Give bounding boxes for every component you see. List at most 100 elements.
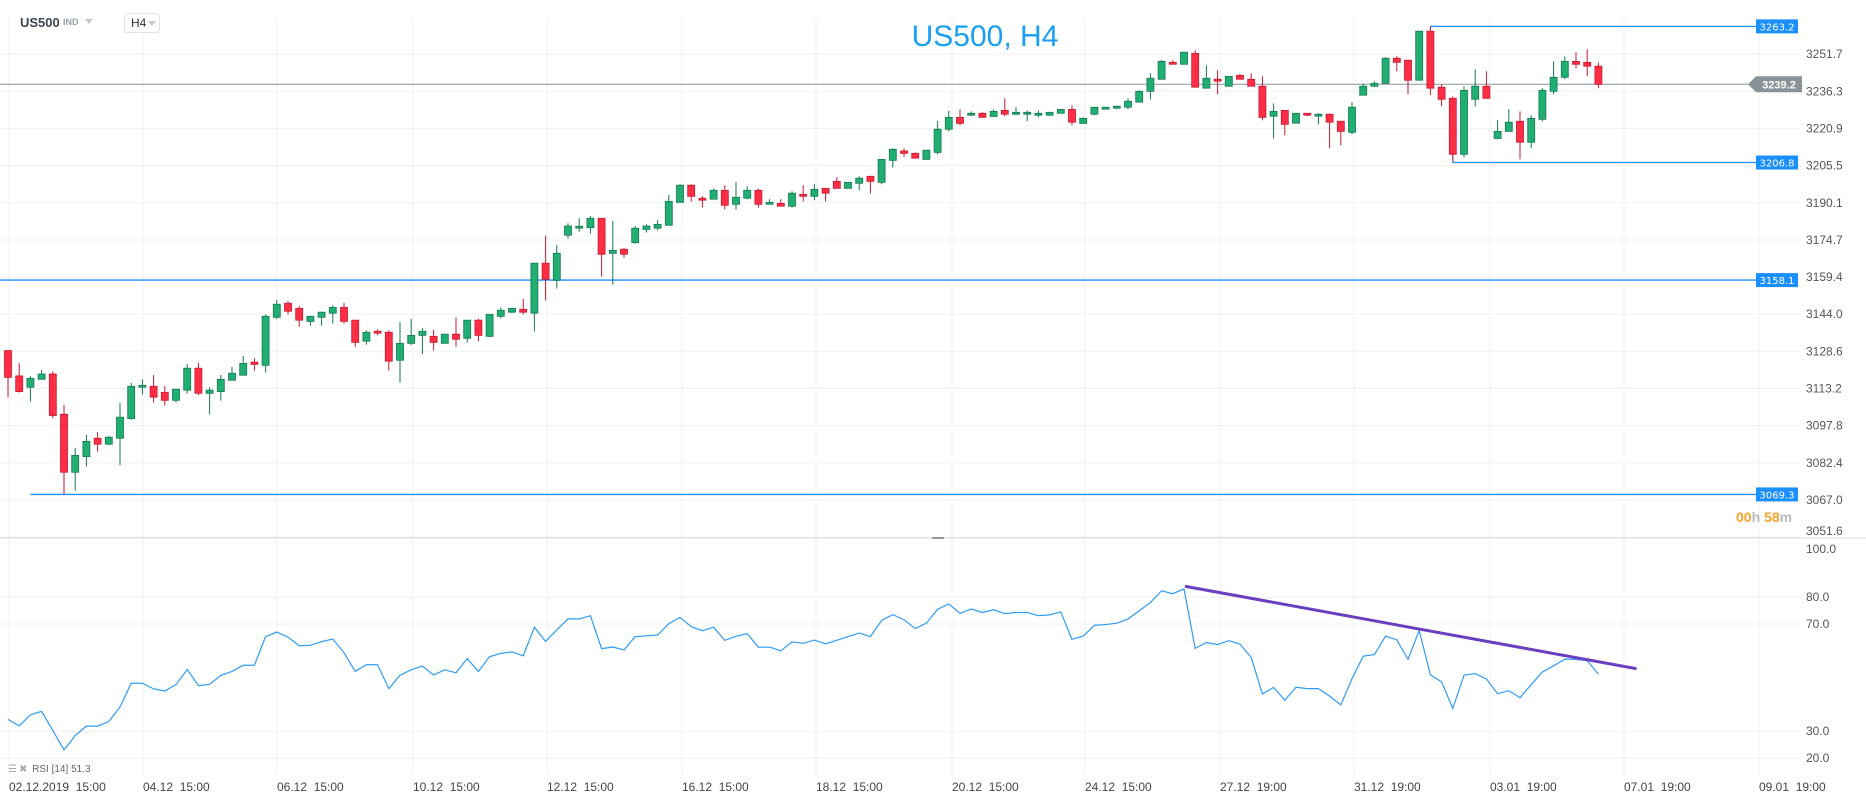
time-tick-label: 18.12 15:00 xyxy=(816,780,883,794)
candle xyxy=(743,186,752,200)
candle-body xyxy=(1493,130,1502,139)
candle-body xyxy=(1404,59,1412,81)
candle-body xyxy=(1572,60,1580,65)
candle xyxy=(1370,81,1379,88)
candle-body xyxy=(1224,75,1233,87)
time-tick-label: 06.12 15:00 xyxy=(277,780,344,794)
candle-body xyxy=(37,373,46,380)
candle-body xyxy=(1594,65,1603,85)
candle xyxy=(978,112,987,118)
candle-body xyxy=(1426,30,1435,89)
candle-body xyxy=(261,315,270,366)
level-price-label: 3263.2 xyxy=(1760,22,1795,33)
candle-body xyxy=(1012,111,1020,115)
candle xyxy=(15,363,24,393)
candle-body xyxy=(396,342,404,361)
symbol-label[interactable]: US500 xyxy=(20,15,60,30)
candle-body xyxy=(989,110,998,117)
candle xyxy=(1359,83,1368,96)
candle-body xyxy=(272,303,281,318)
candle-body xyxy=(1460,89,1468,155)
candle-body xyxy=(1504,121,1513,132)
candle-body xyxy=(676,184,684,203)
candle xyxy=(1549,61,1558,95)
candle-body xyxy=(26,377,35,388)
candle xyxy=(194,362,203,396)
candle xyxy=(239,355,248,376)
time-tick-label: 24.12 15:00 xyxy=(1085,780,1152,794)
candle xyxy=(104,436,113,445)
candle-body xyxy=(1269,110,1278,117)
candle xyxy=(1079,117,1088,124)
candle-body xyxy=(832,180,841,189)
rsi-tick-label: 20.0 xyxy=(1806,751,1830,765)
candle-body xyxy=(71,454,80,473)
candle-body xyxy=(810,188,819,197)
candle-body xyxy=(250,361,259,365)
candle xyxy=(765,199,774,205)
candle xyxy=(698,196,707,208)
candle xyxy=(1012,107,1020,116)
candle-body xyxy=(1247,78,1256,87)
candle-body xyxy=(1280,109,1289,125)
candle-body xyxy=(743,189,752,199)
level-price-tag xyxy=(1756,487,1798,502)
candle-body xyxy=(1135,90,1144,103)
candle xyxy=(631,226,640,244)
price-tick-label: 3236.3 xyxy=(1806,84,1843,98)
candle-body xyxy=(944,116,953,130)
candle xyxy=(1560,56,1569,80)
candle-body xyxy=(93,437,102,445)
price-tick-label: 3205.5 xyxy=(1806,159,1843,173)
level-price-label: 3069.3 xyxy=(1760,490,1795,501)
time-tick-label: 03.01 19:00 xyxy=(1490,780,1557,794)
candle xyxy=(956,109,964,126)
rsi-panel xyxy=(7,584,1637,752)
candle-body xyxy=(216,378,225,393)
timeframe-dropdown[interactable]: H4 xyxy=(124,13,160,33)
candle-body xyxy=(485,313,494,337)
candle-body xyxy=(1303,112,1312,116)
candle xyxy=(776,199,785,207)
symbol-dropdown-icon[interactable] xyxy=(85,19,93,24)
horizontal-levels[interactable]: 3263.2 3206.8 3158.1 3069.3 xyxy=(0,19,1798,502)
candle-body xyxy=(877,158,886,183)
candle-body xyxy=(1381,57,1390,84)
candle-body xyxy=(586,217,595,229)
candle xyxy=(1392,56,1401,72)
candle-body xyxy=(1023,111,1032,115)
candle xyxy=(1124,98,1132,110)
rsi-tick-label: 30.0 xyxy=(1806,724,1830,738)
candle-body xyxy=(698,197,707,201)
settings-icon[interactable]: ☰ xyxy=(8,764,17,775)
candle-body xyxy=(967,112,976,116)
candle-body xyxy=(922,149,931,160)
countdown-minutes: 58 xyxy=(1764,509,1780,525)
candle-body xyxy=(1090,106,1099,115)
candle-body xyxy=(1034,112,1043,116)
candle-body xyxy=(709,189,718,200)
candle xyxy=(754,188,763,208)
candle xyxy=(552,244,561,289)
time-tick-label: 16.12 15:00 xyxy=(682,780,749,794)
candle-body xyxy=(1180,51,1188,65)
rsi-trendline xyxy=(1184,584,1637,670)
candle xyxy=(866,175,875,194)
close-icon[interactable]: ✖ xyxy=(18,764,28,775)
candle-body xyxy=(1348,106,1356,133)
candle xyxy=(586,215,595,234)
candle xyxy=(564,223,572,239)
candle-body xyxy=(1045,111,1054,116)
candle-body xyxy=(284,302,292,312)
candle xyxy=(967,111,976,116)
candle xyxy=(1471,69,1480,107)
candle-body xyxy=(362,331,371,342)
candle-body xyxy=(1213,78,1222,82)
candle xyxy=(37,369,46,380)
candle-body xyxy=(900,150,908,154)
candle xyxy=(317,311,326,326)
candle-body xyxy=(306,315,315,322)
candle xyxy=(340,303,348,324)
candle-body xyxy=(407,334,416,344)
